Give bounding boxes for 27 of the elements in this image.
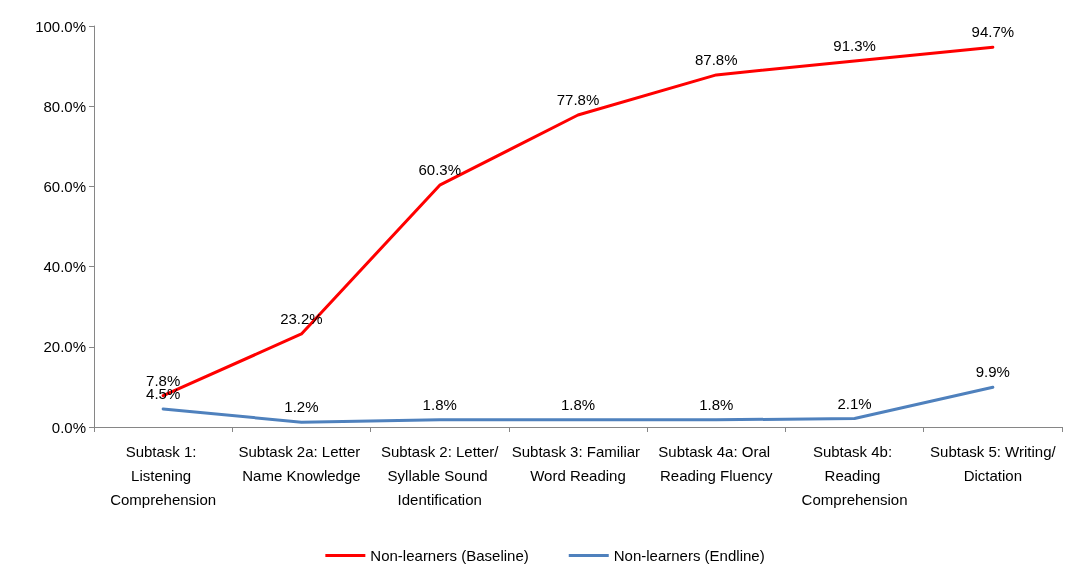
data-label: 60.3% — [418, 161, 461, 179]
legend-label: Non-learners (Endline) — [613, 547, 765, 564]
data-label: 2.1% — [837, 394, 872, 412]
x-tick-label: Subtask 2a: Letter Name Knowledge — [238, 442, 365, 484]
data-label: 77.8% — [556, 91, 600, 109]
x-tick-label: Subtask 2: Letter/Syllable Sound Identification — [380, 442, 500, 508]
x-tick-label: Subtask 3: Familiar Word Reading — [511, 442, 645, 484]
x-tick-label: Subtask 5: Writing/Dictation — [930, 442, 1057, 484]
data-label: 7.8% — [146, 371, 181, 389]
y-tick-label: 0.0% — [51, 418, 86, 436]
data-label: 1.8% — [422, 395, 457, 413]
y-tick-label: 40.0% — [43, 258, 86, 276]
data-label: 9.9% — [975, 363, 1010, 381]
y-tick-label: 80.0% — [43, 97, 86, 115]
y-tick-label: 100.0% — [35, 17, 86, 35]
data-label: 1.8% — [699, 395, 734, 413]
legend-label: Non-learners (Baseline) — [370, 547, 529, 564]
data-label: 1.8% — [560, 395, 596, 413]
y-tick-label: 20.0% — [43, 338, 86, 356]
x-tick-label: Subtask 4a: Oral Reading Fluency — [658, 442, 775, 484]
y-tick-label: 60.0% — [43, 177, 86, 195]
x-tick-label: Subtask 4b: Reading Comprehension — [801, 442, 908, 508]
x-tick-label: Subtask 1: Listening Comprehension — [110, 442, 217, 508]
data-label: 94.7% — [971, 23, 1015, 41]
data-label: 91.3% — [833, 36, 876, 54]
data-label: 1.2% — [284, 398, 319, 416]
data-label: 87.8% — [695, 50, 738, 68]
